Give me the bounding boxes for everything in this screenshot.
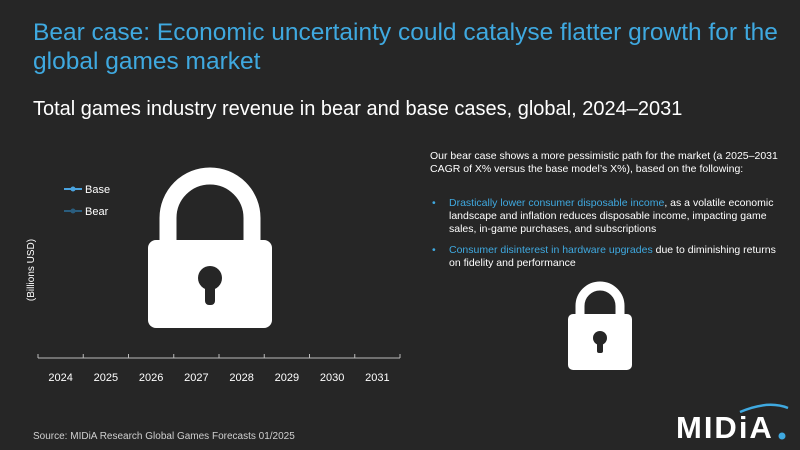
y-axis-label: (Billions USD)	[26, 239, 37, 301]
chart: (Billions USD) Base Bear 2024 2025 2026 2027 2…	[26, 167, 401, 384]
lock-icon	[148, 167, 272, 328]
body-intro: Our bear case shows a more pessimistic p…	[430, 150, 778, 175]
x-tick-label: 2030	[320, 372, 344, 384]
legend-label: Base	[85, 184, 110, 196]
x-tick-label: 2024	[48, 372, 72, 384]
x-tick-label: 2027	[184, 372, 208, 384]
bullet-highlight: Consumer disinterest in hardware upgrade…	[449, 244, 653, 256]
bullet: • Drastically lower consumer disposable i…	[432, 197, 774, 235]
x-tick-label: 2026	[139, 372, 163, 384]
legend-marker	[70, 208, 76, 214]
x-tick-label: 2031	[365, 372, 389, 384]
legend-label: Bear	[85, 206, 109, 218]
bullet-highlight: Drastically lower consumer disposable in…	[449, 197, 665, 209]
bullet-text: , as a volatile economic landscape and i…	[449, 197, 774, 235]
chart-subtitle: Total games industry revenue in bear and…	[33, 98, 683, 120]
x-tick-label: 2028	[229, 372, 253, 384]
source-note: Source: MIDiA Research Global Games Fore…	[33, 431, 295, 442]
logo-arc	[739, 403, 789, 440]
x-tick-label: 2025	[94, 372, 118, 384]
legend-marker	[70, 186, 76, 192]
x-tick-label: 2029	[275, 372, 299, 384]
slide-title: Bear case: Economic uncertainty could ca…	[33, 19, 778, 75]
lock-icon	[568, 281, 632, 370]
logo: MIDiA	[676, 410, 774, 445]
bullet-text: due to diminishing returns on fidelity a…	[449, 244, 776, 269]
bullet: • Consumer disinterest in hardware upgrad…	[432, 244, 776, 269]
